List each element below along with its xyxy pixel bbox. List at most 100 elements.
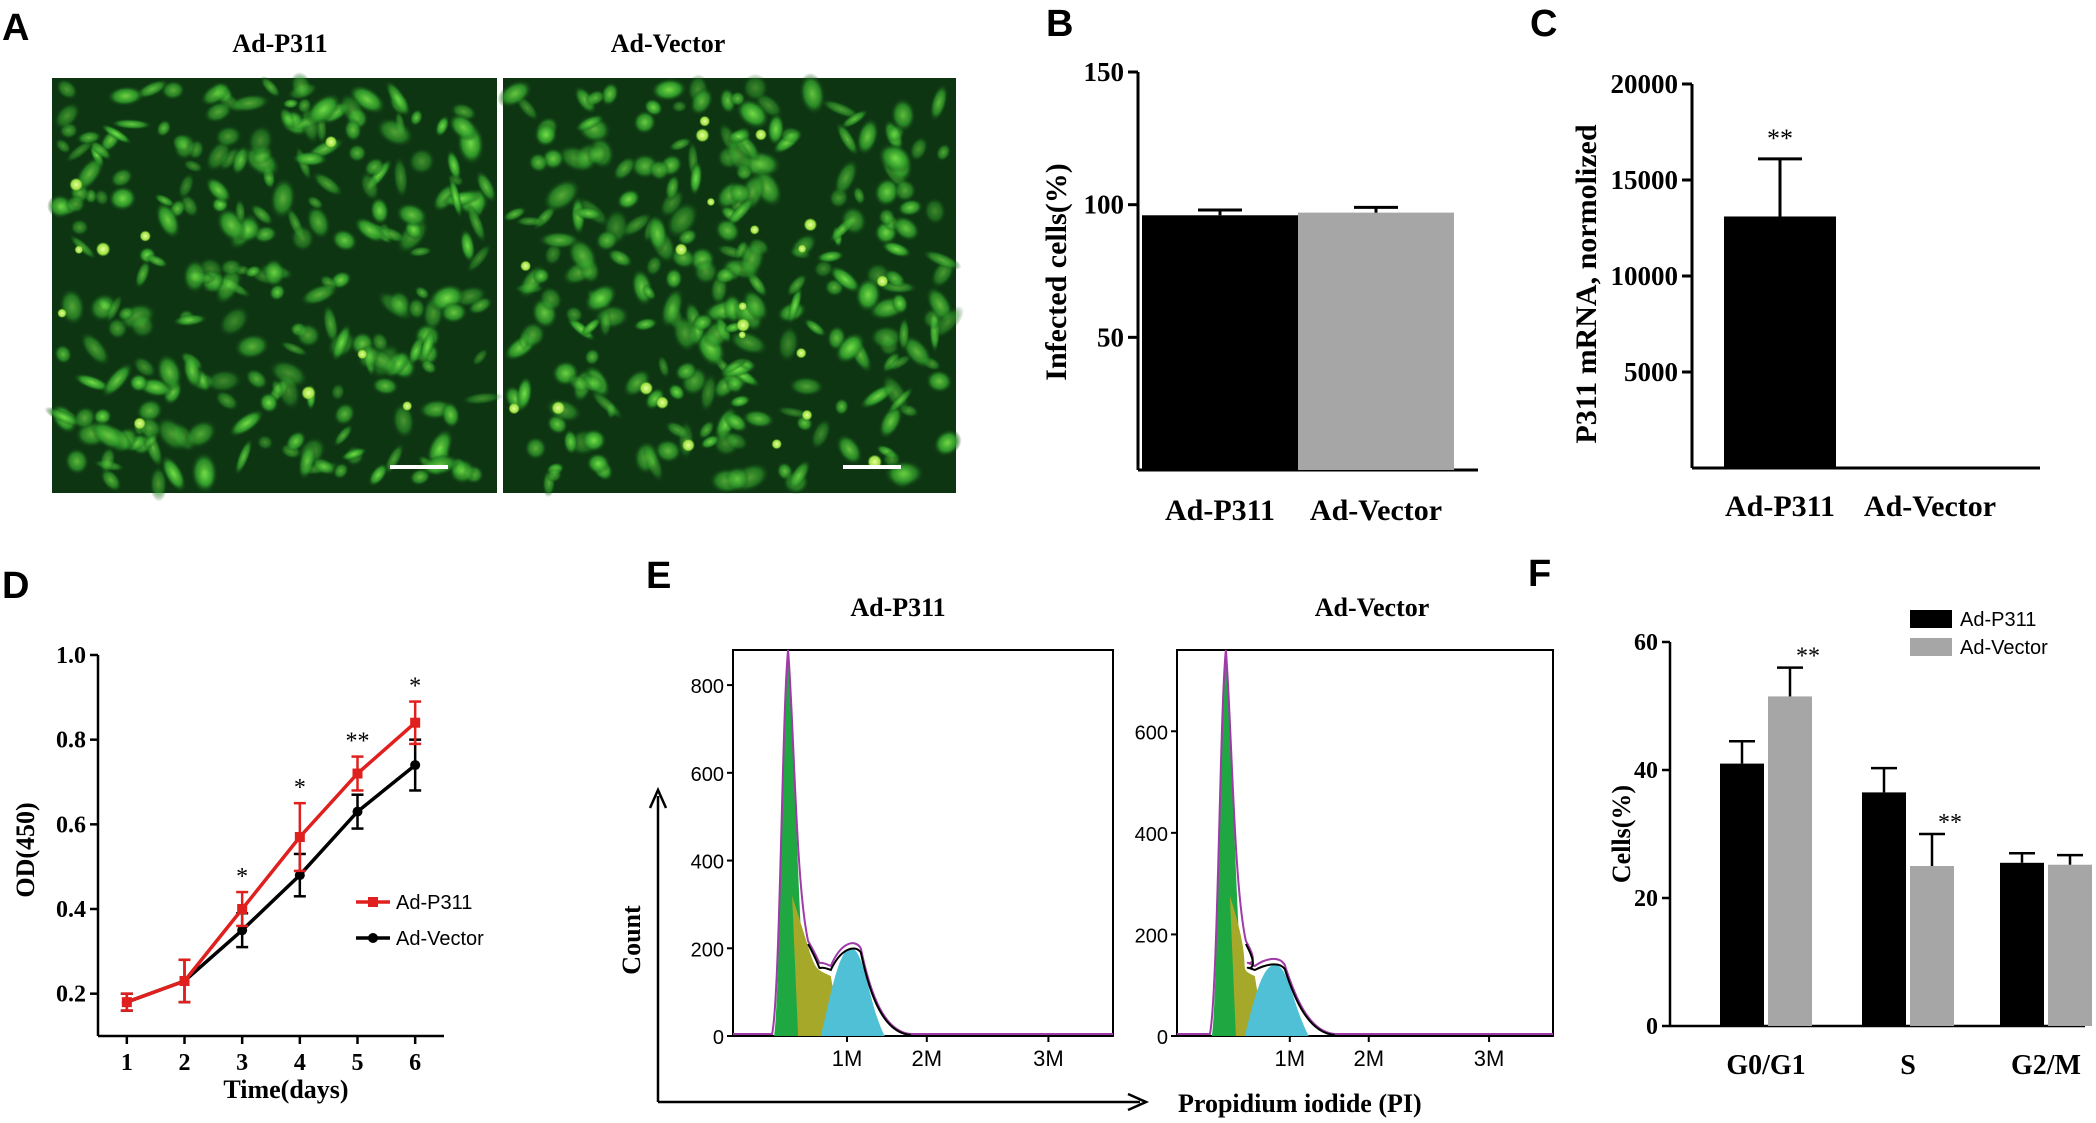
y-tick-label: 600	[691, 764, 724, 786]
significance-marker: **	[1938, 810, 1962, 836]
cell-shape	[933, 429, 962, 457]
round-cell	[357, 348, 368, 360]
bar-ad-p311	[2000, 862, 2044, 1026]
cell-shape	[128, 373, 149, 393]
cell-shape	[471, 348, 489, 367]
data-point	[352, 806, 363, 817]
cell-shape	[497, 79, 533, 108]
round-cell	[74, 245, 84, 255]
x-tick-label: 2M	[912, 1046, 943, 1071]
cell-shape	[353, 216, 386, 244]
x-tick-label: 1M	[832, 1046, 863, 1071]
cell-shape	[612, 155, 637, 182]
cell-shape	[599, 308, 613, 338]
data-point	[352, 768, 363, 779]
cell-shape	[448, 175, 463, 219]
cell-shape	[359, 171, 380, 202]
cell-shape	[156, 119, 172, 138]
cell-shape	[53, 344, 73, 365]
cell-shape	[290, 224, 315, 252]
data-outline	[1245, 943, 1335, 1036]
cell-shape	[184, 419, 218, 449]
cell-shape	[642, 442, 665, 483]
legend-label: Ad-P311	[1960, 609, 2036, 631]
cell-shape	[135, 398, 164, 423]
cell-shape	[446, 149, 462, 182]
cell-shape	[616, 188, 641, 210]
bar-ad-p311	[1862, 792, 1906, 1026]
cell-shape	[331, 323, 352, 363]
cell-shape	[89, 139, 112, 161]
cell-shape	[869, 324, 904, 350]
y-tick-label: 200	[691, 939, 724, 961]
round-cell	[803, 217, 818, 232]
cell-shape	[893, 178, 917, 203]
series-line-ad-p311	[126, 721, 417, 1004]
x-tick-label: 1M	[1275, 1046, 1306, 1071]
cell-shape	[877, 143, 913, 174]
cell-shape	[698, 420, 715, 440]
cell-shape	[218, 305, 251, 337]
cell-shape	[766, 112, 785, 146]
cell-shape	[897, 198, 924, 217]
cell-shape	[641, 284, 657, 301]
cell-shape	[881, 240, 912, 258]
data-point	[294, 832, 305, 843]
fit-outline	[733, 649, 1113, 1035]
cell-shape	[270, 378, 284, 397]
cell-shape	[674, 361, 698, 382]
cell-shape	[269, 177, 297, 220]
cell-shape	[143, 432, 159, 449]
histogram-ad-vector: 0 200 400 600 1M 2M 3M	[1135, 649, 1554, 1071]
cell-shape	[363, 157, 385, 178]
round-cell	[699, 115, 711, 127]
micrograph-ad-vector	[497, 72, 964, 498]
round-cell	[95, 241, 111, 257]
cell-shape	[723, 431, 749, 451]
bar-ad-vector	[1768, 696, 1812, 1026]
y-tick-label: 10000	[1611, 261, 1679, 291]
cell-shape	[247, 124, 274, 157]
series-line-ad-vector	[126, 763, 417, 1004]
round-cell	[402, 400, 413, 412]
x-axis-label-pi: Propidium iodide (PI)	[1178, 1089, 1422, 1118]
cell-shape	[249, 203, 274, 226]
cell-shape	[409, 109, 424, 127]
cell-shape	[668, 137, 693, 152]
cell-shape	[580, 317, 602, 337]
y-axis-label: OD(450)	[11, 802, 40, 897]
cell-shape	[306, 195, 324, 210]
cell-shape	[877, 207, 896, 227]
cell-shape	[689, 87, 714, 116]
plot-frame	[1176, 649, 1554, 1037]
round-cell	[681, 438, 696, 453]
cell-shape	[347, 143, 368, 163]
cell-shape	[835, 121, 859, 157]
cell-shape	[645, 254, 663, 277]
cell-shape	[407, 147, 436, 176]
cell-shape	[375, 117, 415, 148]
cell-shape	[515, 375, 533, 412]
data-point	[237, 904, 248, 914]
cell-shape	[741, 409, 775, 429]
micrograph-ad-p311	[44, 72, 503, 502]
data-point	[179, 975, 190, 986]
cell-shape	[392, 155, 409, 199]
cell-shape	[632, 317, 659, 332]
bar-ad-p311	[1720, 763, 1764, 1026]
y-tick-label: 600	[1135, 722, 1168, 744]
x-tick-label: 1	[121, 1050, 133, 1076]
cell-shape	[580, 428, 607, 453]
round-cell	[551, 400, 566, 416]
cell-shape	[129, 313, 156, 339]
cell-shape	[338, 92, 366, 127]
x-tick-label: 5	[352, 1050, 364, 1076]
cell-shape	[532, 267, 551, 285]
data-point	[410, 760, 421, 771]
cell-shape	[369, 196, 390, 225]
cell-shape	[799, 72, 826, 115]
cell-shape	[648, 159, 670, 181]
panel-d: D0.20.40.60.81.01 2 3 4 5 6*****Ad-P311Ad-Vec…	[2, 565, 484, 1104]
cell-shape	[519, 321, 546, 348]
